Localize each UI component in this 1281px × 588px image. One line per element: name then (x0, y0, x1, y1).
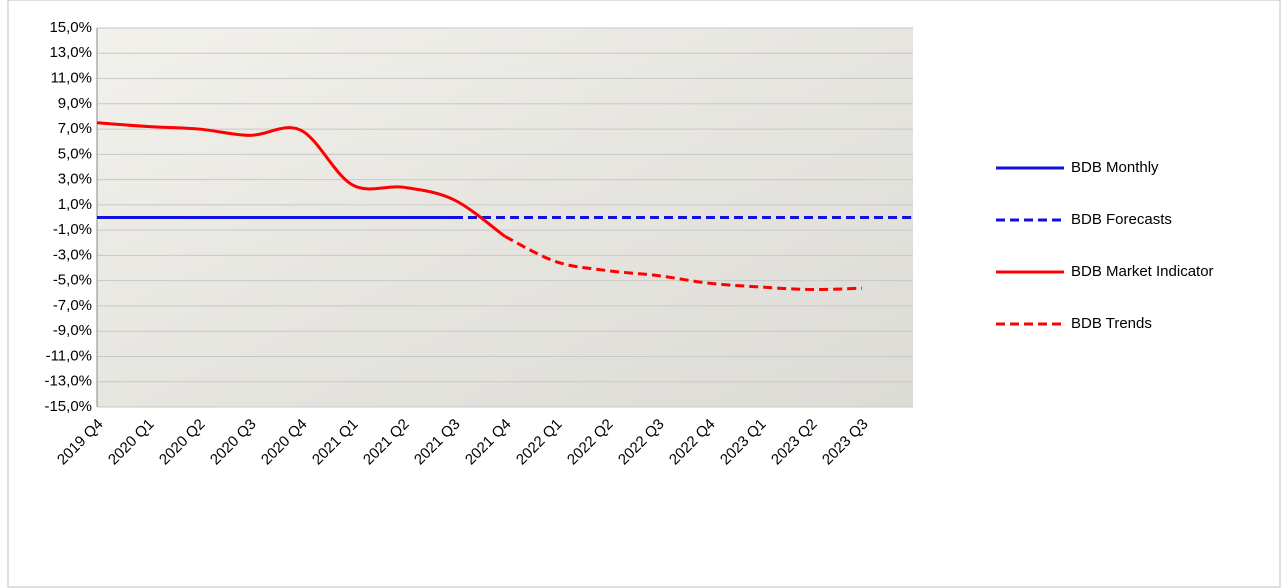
x-tick-label: 2021 Q4 (462, 416, 515, 469)
x-tick-label: 2021 Q3 (411, 416, 464, 469)
x-tick-label: 2022 Q3 (615, 416, 668, 469)
series-line (504, 235, 863, 292)
y-tick-label: 11,0% (51, 70, 92, 87)
x-tick-label: 2020 Q1 (105, 416, 158, 469)
y-tick-label: 3,0% (58, 171, 92, 188)
x-tick-label: 2020 Q4 (258, 416, 311, 469)
y-tick-label: -5,0% (53, 272, 92, 289)
y-tick-label: -3,0% (53, 246, 92, 263)
x-tick-label: 2020 Q2 (156, 416, 209, 469)
legend-label: BDB Monthly (1071, 159, 1159, 176)
y-tick-label: 9,0% (58, 95, 92, 112)
x-tick-label: 2023 Q2 (768, 416, 821, 469)
y-tick-label: -11,0% (46, 347, 92, 364)
legend-label: BDB Trends (1071, 315, 1152, 332)
y-tick-label: 15,0% (49, 19, 92, 36)
x-tick-label: 2022 Q1 (513, 416, 566, 469)
x-tick-label: 2022 Q4 (666, 416, 719, 469)
frame (7, 0, 1281, 588)
y-tick-label: 7,0% (58, 120, 92, 137)
y-tick-label: 1,0% (58, 196, 92, 213)
x-tick-label: 2023 Q3 (819, 416, 872, 469)
y-tick-label: 5,0% (58, 145, 92, 162)
y-tick-label: -13,0% (44, 373, 92, 390)
x-tick-label: 2020 Q3 (207, 416, 260, 469)
x-tick-label: 2023 Q1 (717, 416, 770, 469)
x-tick-label: 2022 Q2 (564, 416, 617, 469)
x-tick-label: 2021 Q1 (309, 416, 362, 469)
y-tick-label: -1,0% (53, 221, 92, 238)
y-tick-label: 13,0% (49, 44, 92, 61)
legend-label: BDB Forecasts (1071, 211, 1172, 228)
y-tick-label: -7,0% (53, 297, 92, 314)
legend-label: BDB Market Indicator (1071, 263, 1214, 280)
y-tick-label: -9,0% (53, 322, 92, 339)
series-line (96, 121, 506, 238)
x-tick-label: 2021 Q2 (360, 416, 413, 469)
y-tick-label: -15,0% (44, 398, 92, 415)
x-tick-label: 2019 Q4 (54, 416, 107, 469)
